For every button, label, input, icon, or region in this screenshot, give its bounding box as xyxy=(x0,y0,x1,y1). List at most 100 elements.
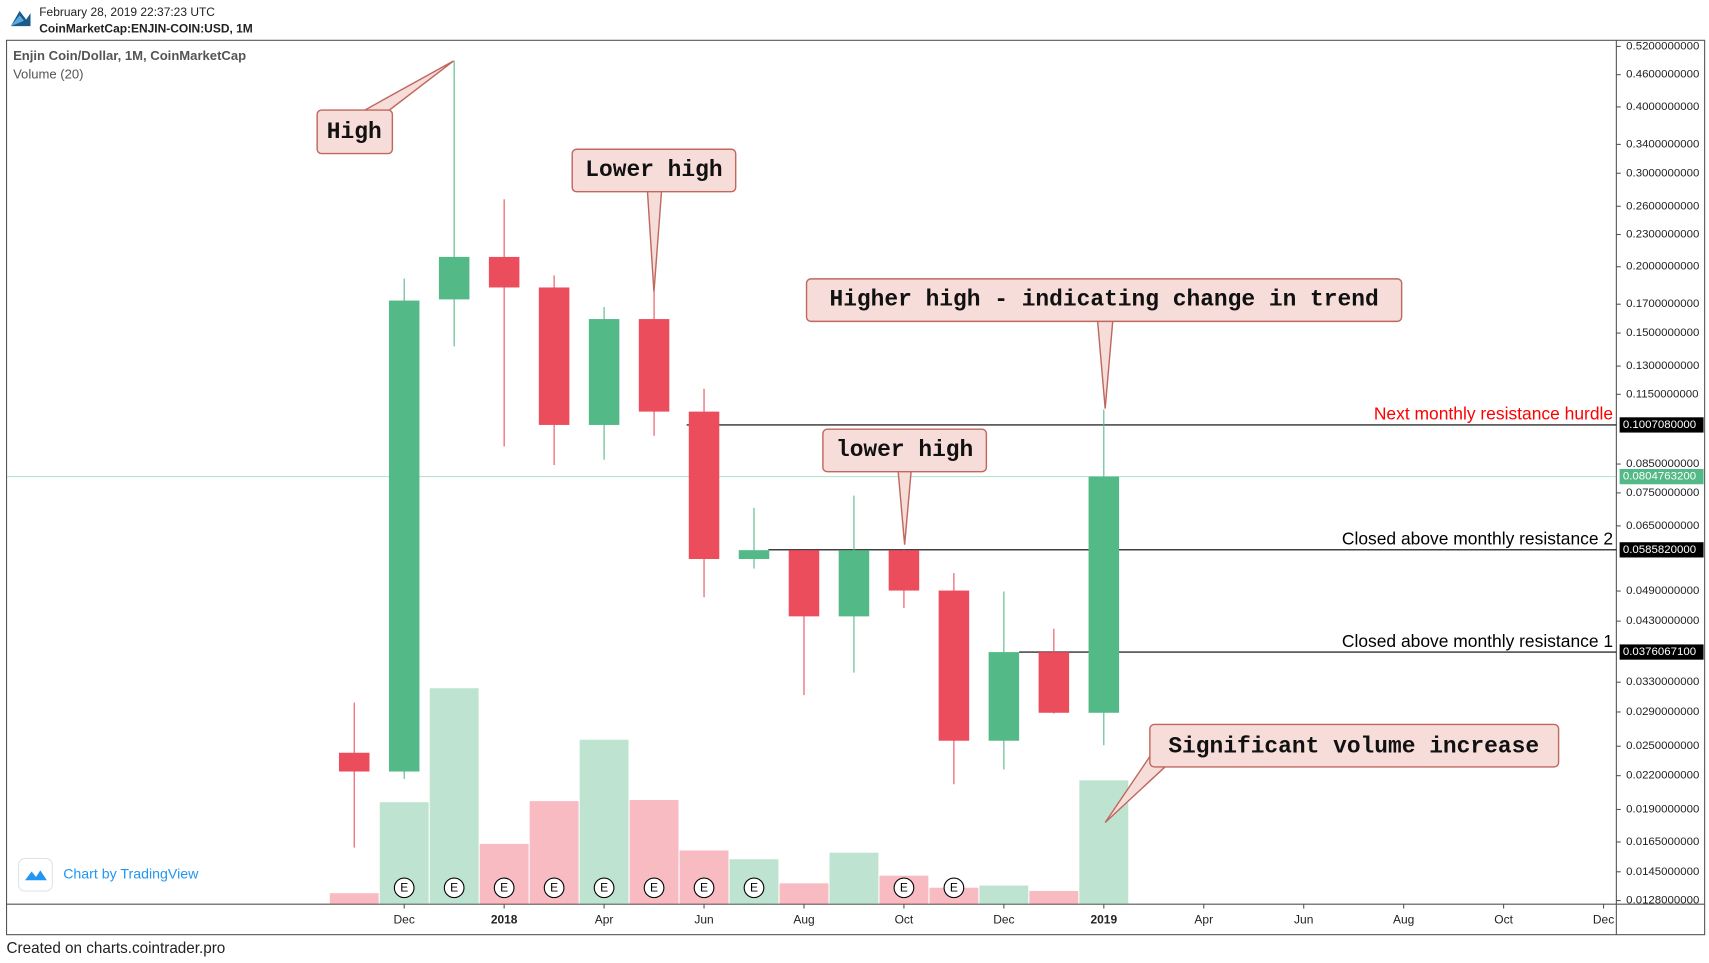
x-tick-label: Jun xyxy=(1294,913,1313,927)
callout-text: Lower high xyxy=(585,157,722,183)
price-label: 0.0804763200 xyxy=(1623,471,1696,483)
y-tick-label: 0.0430000000 xyxy=(1626,615,1699,627)
x-tick-label: 2019 xyxy=(1090,913,1117,927)
candle-body xyxy=(338,752,370,772)
x-tick-label: Dec xyxy=(394,913,415,927)
volume-bar xyxy=(979,885,1029,905)
event-label: E xyxy=(450,881,458,895)
event-marker xyxy=(393,877,415,899)
event-marker xyxy=(943,877,965,899)
y-tick-label: 0.1150000000 xyxy=(1626,388,1698,400)
candle-body xyxy=(638,319,670,412)
callout: Lower high xyxy=(571,148,737,293)
x-tick-label: Aug xyxy=(793,913,814,927)
tv-logo xyxy=(25,870,47,881)
price-line-text: Closed above monthly resistance 2 xyxy=(1342,529,1613,549)
callout-box xyxy=(822,428,988,473)
x-tick-label: Oct xyxy=(1494,913,1513,927)
y-tick-label: 0.2600000000 xyxy=(1626,200,1699,212)
event-marker xyxy=(893,877,915,899)
candle-body xyxy=(1088,476,1120,713)
event-label: E xyxy=(550,881,558,895)
candle-body xyxy=(488,256,520,288)
candle-body xyxy=(938,590,970,741)
event-label: E xyxy=(950,881,958,895)
candle-body xyxy=(988,652,1020,741)
y-tick-label: 0.1500000000 xyxy=(1626,327,1699,339)
plot: 0.5200000000 0.4600000000 0.4000000000 0.34… xyxy=(6,40,1704,927)
x-tick-label: Apr xyxy=(595,913,614,927)
y-tick-label: 0.0165000000 xyxy=(1626,836,1699,848)
callout: lower high xyxy=(822,428,988,545)
candle-body xyxy=(688,411,720,560)
logo-accent xyxy=(10,15,24,27)
y-tick-label: 0.0250000000 xyxy=(1626,740,1699,752)
y-tick-label: 0.2300000000 xyxy=(1626,229,1699,241)
candle-body xyxy=(738,550,770,560)
candle-body xyxy=(788,550,820,617)
footer: Created on charts.cointrader.pro xyxy=(7,940,226,957)
event-label: E xyxy=(600,881,608,895)
chart-border xyxy=(5,39,1706,936)
callout-box xyxy=(1149,723,1560,768)
event-label: E xyxy=(700,881,708,895)
event-label: E xyxy=(650,881,658,895)
callout: High xyxy=(316,60,454,155)
event-marker xyxy=(543,877,565,899)
y-tick-label: 0.4600000000 xyxy=(1626,69,1699,81)
event-marker xyxy=(643,877,665,899)
price-label-box xyxy=(1619,469,1704,485)
event-label: E xyxy=(500,881,508,895)
y-tick-label: 0.0290000000 xyxy=(1626,706,1699,718)
y-tick-label: 0.0490000000 xyxy=(1626,585,1699,597)
chart-title: Enjin Coin/Dollar, 1M, CoinMarketCap xyxy=(13,48,246,63)
candle-body xyxy=(838,550,870,617)
price-line-text: Closed above monthly resistance 1 xyxy=(1342,631,1613,651)
y-tick-label: 0.2000000000 xyxy=(1626,261,1699,273)
event-marker xyxy=(743,877,765,899)
volume-label: Volume (20) xyxy=(13,67,83,82)
price-line-text: Next monthly resistance hurdle xyxy=(1374,404,1613,424)
x-tick-label: Dec xyxy=(993,913,1014,927)
y-tick-label: 0.1700000000 xyxy=(1626,298,1699,310)
y-tick-label: 0.0850000000 xyxy=(1626,458,1699,470)
callout-box xyxy=(316,109,394,155)
y-tick-label: 0.3000000000 xyxy=(1626,167,1699,179)
credit[interactable]: Chart by TradingView xyxy=(63,866,199,882)
price-label: 0.0376067100 xyxy=(1623,646,1696,658)
candle-body xyxy=(538,287,570,425)
callout: Higher high - indicating change in trend xyxy=(805,278,1403,409)
y-tick-label: 0.0220000000 xyxy=(1626,770,1699,782)
candle-body xyxy=(588,319,620,425)
price-label-box xyxy=(1619,417,1704,433)
volume-bar xyxy=(579,739,629,905)
y-tick-label: 0.0330000000 xyxy=(1626,676,1699,688)
x-tick-label: Aug xyxy=(1393,913,1414,927)
x-tick-label: Oct xyxy=(895,913,914,927)
volume-bar xyxy=(329,893,379,905)
y-tick-label: 0.0128000000 xyxy=(1626,895,1699,907)
event-marker xyxy=(593,877,615,899)
y-tick-label: 0.5200000000 xyxy=(1626,40,1699,52)
event-marker xyxy=(443,877,465,899)
timestamp: February 28, 2019 22:37:23 UTC xyxy=(39,5,215,19)
volume-bar xyxy=(779,883,829,905)
callout-text: High xyxy=(327,119,382,145)
price-label: 0.1007080000 xyxy=(1623,419,1696,431)
callout-box xyxy=(571,148,737,193)
y-tick-label: 0.3400000000 xyxy=(1626,138,1699,150)
callout-text: lower high xyxy=(836,437,973,463)
event-label: E xyxy=(750,881,758,895)
volume-bar xyxy=(429,688,479,905)
callout-box xyxy=(805,278,1403,323)
y-tick-label: 0.0750000000 xyxy=(1626,487,1699,499)
volume-bar xyxy=(1029,891,1079,905)
tv-logo-box xyxy=(17,857,53,892)
candle-body xyxy=(1038,652,1070,713)
callout-text: Higher high - indicating change in trend xyxy=(829,287,1378,313)
candle-body xyxy=(438,256,470,300)
x-tick-label: Jun xyxy=(694,913,713,927)
x-tick-label: Apr xyxy=(1194,913,1213,927)
y-tick-label: 0.0650000000 xyxy=(1626,520,1699,532)
